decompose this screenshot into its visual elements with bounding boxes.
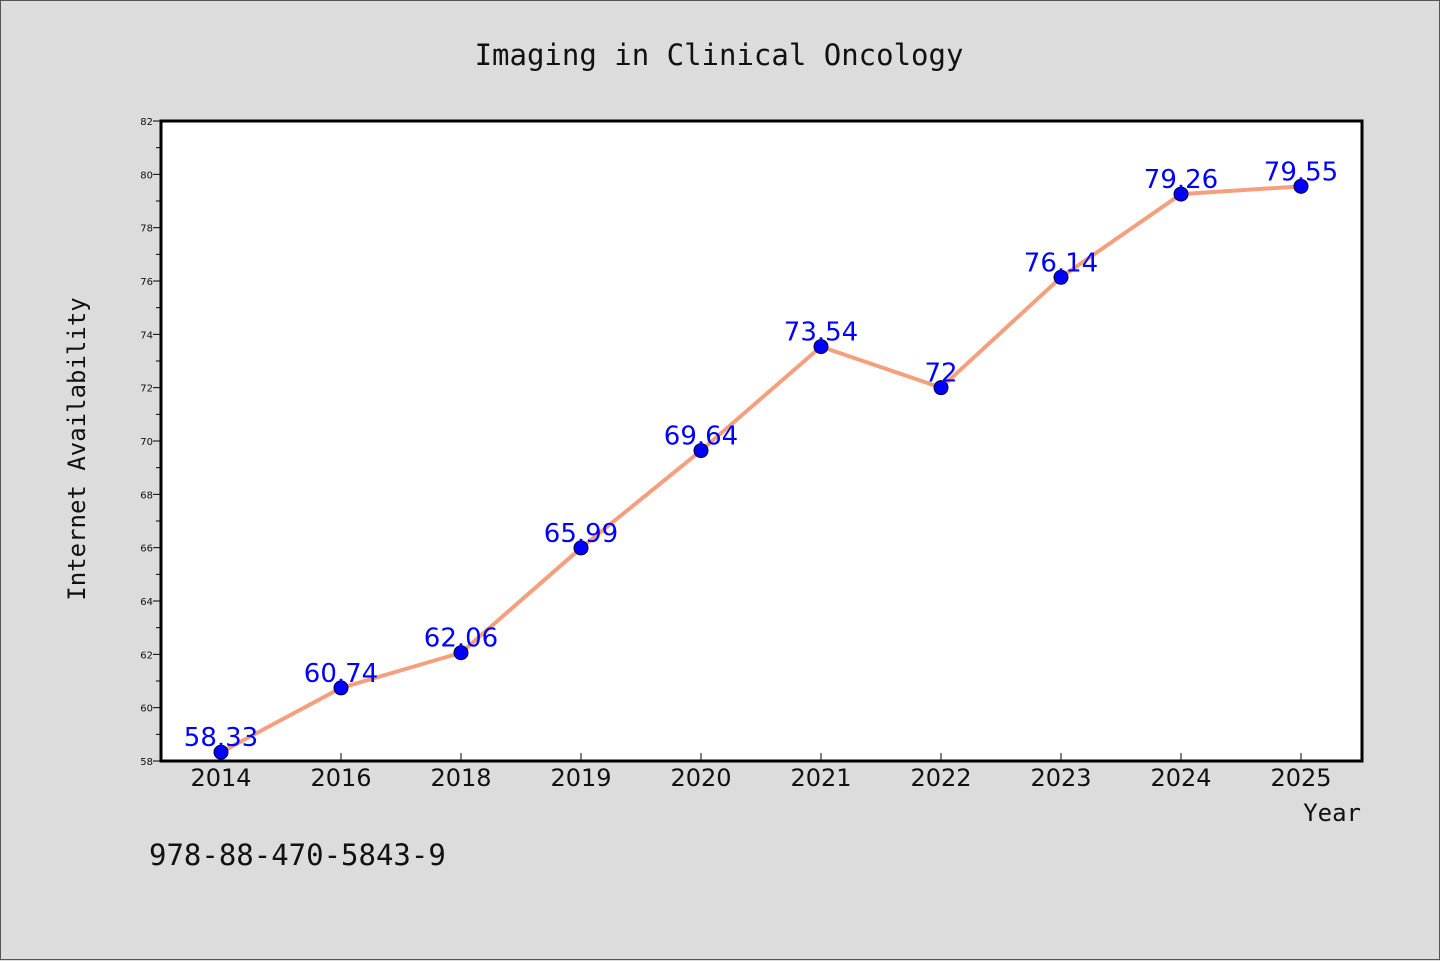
series-line [220,184,1302,754]
x-tick-label: 2014 [190,764,251,792]
x-tick-label: 2025 [1270,764,1331,792]
y-tick-label: 76 [140,277,153,288]
data-label: 60.74 [304,659,378,689]
data-label: 76.14 [1024,248,1098,278]
data-point [453,645,469,661]
isbn-text: 978-88-470-5843-9 [149,838,446,872]
y-tick-label: 66 [140,544,153,555]
x-tick-label: 2022 [910,764,971,792]
data-point [1053,269,1069,285]
y-tick-label: 70 [140,437,153,448]
x-tick-label: 2021 [790,764,851,792]
y-tick-label: 74 [140,330,153,341]
y-tick-label: 62 [140,650,153,661]
x-tick-label: 2016 [310,764,371,792]
x-axis-ticks: 2014 2016 2018 2019 2020 2021 2022 2023 2024 2025 [190,753,1332,792]
x-tick-label: 2020 [670,764,731,792]
data-label: 73.54 [784,318,858,348]
y-tick-label: 68 [140,490,153,501]
x-tick-label: 2023 [1030,764,1091,792]
x-axis-label: Year [1303,799,1361,827]
y-tick-label: 58 [140,757,153,768]
data-point [933,380,949,396]
data-point [1293,178,1309,194]
y-tick-label: 64 [140,597,153,608]
y-tick-label: 72 [140,384,153,395]
y-tick-label: 80 [140,170,153,181]
x-tick-label: 2024 [1150,764,1211,792]
data-label: 69.64 [664,422,738,452]
data-point [333,680,349,696]
series-markers [213,178,1309,760]
data-point [693,443,709,459]
y-tick-label: 78 [140,224,153,235]
data-point [213,744,229,760]
x-tick-label: 2018 [430,764,491,792]
plot-area [159,119,1364,763]
data-label: 62.06 [424,624,498,654]
y-tick-label: 60 [140,704,153,715]
data-point [1173,186,1189,202]
y-tick-label: 82 [140,117,153,128]
data-label: 65.99 [544,519,618,549]
data-label: 72 [924,359,957,389]
y-axis-label: Internet Availability [63,297,91,600]
x-tick-label: 2019 [550,764,611,792]
data-point [573,540,589,556]
y-axis-ticks: 58 60 62 64 66 68 70 72 74 76 78 80 82 [140,117,161,768]
data-label: 58.33 [184,723,258,753]
data-label: 79.55 [1264,157,1338,187]
data-point [813,339,829,355]
chart-title: Imaging in Clinical Oncology [475,38,964,72]
data-labels: 58.33 60.74 62.06 65.99 69.64 73.54 72 76.14 79.… [184,157,1338,753]
data-label: 79.26 [1144,165,1218,195]
